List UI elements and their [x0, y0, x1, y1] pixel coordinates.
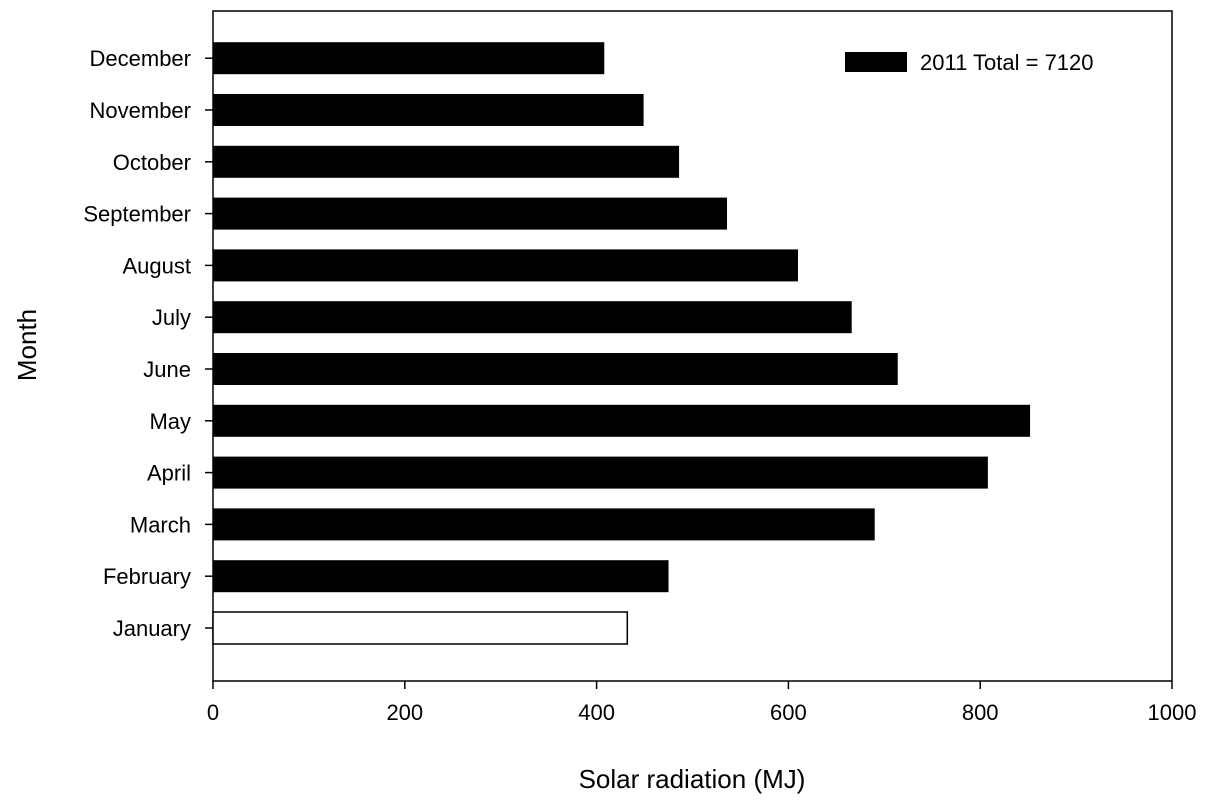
bar-march — [213, 508, 875, 541]
bars-layer — [212, 42, 1031, 645]
x-tick-label-400: 400 — [578, 700, 615, 725]
bar-april — [213, 456, 988, 489]
x-tick-label-800: 800 — [962, 700, 999, 725]
y-tick-label-april: April — [147, 461, 191, 486]
y-tick-label-july: July — [152, 305, 191, 330]
y-tick-label-august: August — [123, 253, 192, 278]
y-tick-label-january: January — [113, 616, 191, 641]
x-axis-title: Solar radiation (MJ) — [579, 764, 806, 794]
legend: 2011 Total = 7120 — [845, 50, 1094, 75]
y-tick-label-october: October — [113, 150, 191, 175]
y-tick-label-may: May — [149, 409, 191, 434]
bar-august — [213, 249, 798, 282]
bar-february — [213, 560, 669, 593]
bar-october — [213, 145, 680, 178]
y-tick-label-september: September — [83, 202, 191, 227]
y-tick-label-june: June — [143, 357, 191, 382]
plot-area-frame — [212, 10, 1173, 682]
y-tick-label-december: December — [90, 46, 191, 71]
bar-december — [213, 42, 605, 75]
x-tick-label-1000: 1000 — [1148, 700, 1197, 725]
x-tick-label-600: 600 — [770, 700, 807, 725]
bar-may — [213, 404, 1031, 437]
x-axis-ticks: 0 200 400 600 800 1000 — [207, 681, 1197, 725]
bar-january — [212, 611, 629, 645]
legend-label: 2011 Total = 7120 — [920, 50, 1094, 75]
bar-september — [213, 197, 728, 230]
legend-swatch — [845, 52, 907, 72]
y-tick-label-november: November — [90, 98, 191, 123]
x-tick-label-0: 0 — [207, 700, 219, 725]
bar-june — [213, 353, 898, 385]
y-tick-label-march: March — [130, 512, 191, 537]
bar-july — [213, 301, 852, 334]
y-axis-ticks: January February March April May June July Augu… — [83, 46, 213, 641]
y-axis-title: Month — [12, 309, 42, 381]
bar-november — [213, 94, 644, 126]
y-tick-label-february: February — [103, 564, 191, 589]
x-tick-label-200: 200 — [386, 700, 423, 725]
